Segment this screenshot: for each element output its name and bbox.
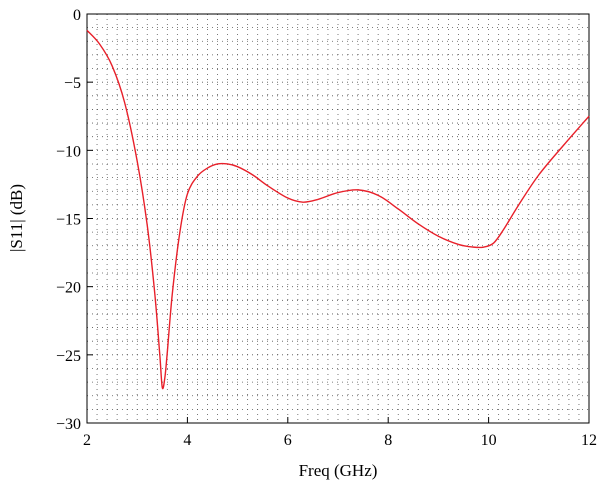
y-tick-label: 0 (73, 7, 81, 24)
x-tick-label: 2 (83, 432, 91, 449)
ticks (86, 13, 590, 424)
y-tick-label: −5 (64, 75, 81, 92)
series-line-s11 (86, 29, 590, 390)
x-tick-label: 4 (183, 432, 191, 449)
y-tick-label: −20 (56, 280, 81, 297)
x-tick-label: 12 (581, 432, 597, 449)
y-tick-label: −25 (56, 348, 81, 365)
y-tick-label: −30 (56, 416, 81, 433)
x-tick-label: 8 (384, 432, 392, 449)
y-tick-label: −10 (56, 143, 81, 160)
x-tick-label: 10 (481, 432, 497, 449)
y-tick-labels: 0 −5 −10 −15 −20 −25 −30 (56, 7, 81, 433)
x-tick-labels: 2 4 6 8 10 12 (83, 432, 597, 449)
grid (87, 14, 589, 423)
x-axis-label: Freq (GHz) (299, 461, 378, 480)
x-tick-label: 6 (284, 432, 292, 449)
y-tick-label: −15 (56, 212, 81, 229)
y-axis-label: |S11| (dB) (7, 184, 26, 252)
